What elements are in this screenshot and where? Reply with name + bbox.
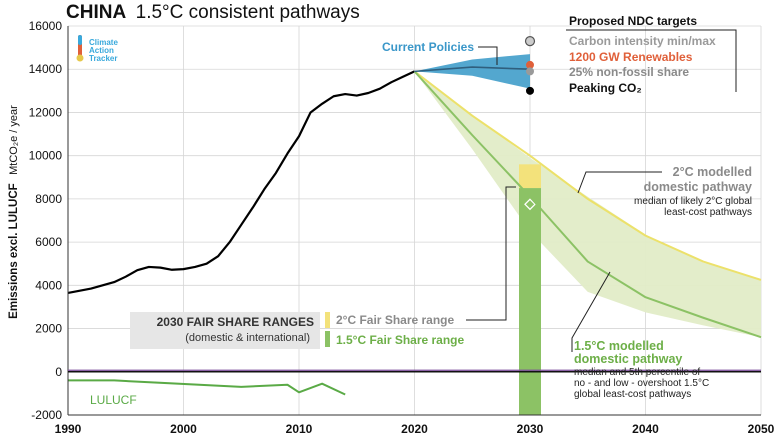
- fair-share-legend-box: [130, 312, 320, 349]
- ndc-renewables-label: 1200 GW Renewables: [569, 50, 693, 64]
- y-tick-label: 10000: [29, 149, 63, 163]
- current-policies-median-line: [414, 66, 531, 73]
- fair-share-diamond-marker: [524, 198, 536, 211]
- two-deg-title-2: domestic pathway: [644, 180, 752, 194]
- ndc-heading: Proposed NDC targets: [569, 14, 697, 28]
- title-rest: 1.5°C consistent pathways: [136, 2, 360, 23]
- one-five-title-2: domestic pathway: [574, 352, 682, 366]
- ndc-carbon-intensity-label: Carbon intensity min/max: [569, 34, 716, 48]
- two-fs-swatch: [325, 312, 330, 328]
- ndc-markers: [524, 36, 536, 95]
- ndc-peaking-label: Peaking CO₂: [569, 81, 642, 95]
- y-tick-label: 14000: [29, 62, 63, 76]
- one-five-title-1: 1.5°C modelled: [574, 339, 664, 353]
- y-tick-label: 4000: [35, 278, 62, 292]
- series-line-2-c-modelled-domestic-pathway: [413, 70, 762, 281]
- fair-share-leader: [466, 186, 516, 321]
- x-tick-label: 1990: [55, 422, 82, 436]
- one-five-fair-share-bar: [519, 188, 541, 415]
- title-bold: CHINA: [66, 2, 126, 23]
- series-lines: [67, 66, 762, 396]
- one-five-desc-3: global least-cost pathways: [574, 389, 691, 400]
- fair-share-legend: 2030 FAIR SHARE RANGES (domestic & inter…: [130, 186, 516, 349]
- y-tick-label: 2000: [35, 322, 62, 336]
- y-axis-label-bold: Emissions excl. LULUCF: [8, 183, 20, 318]
- lulucf-label: LULUCF: [90, 393, 137, 407]
- one-five-desc-2: no - and low - overshoot 1.5°C: [574, 378, 709, 389]
- series-line-lulucf: [68, 379, 346, 396]
- x-tick-label: 2020: [401, 422, 428, 436]
- x-tick-label: 2050: [748, 422, 775, 436]
- current-policies-label: Current Policies: [382, 40, 474, 54]
- y-tick-label: -2000: [31, 408, 62, 422]
- fair-share-sub: (domestic & international): [185, 332, 310, 344]
- one-five-fs-swatch: [325, 331, 330, 347]
- bands: [414, 54, 761, 338]
- y-tick-label: 0: [55, 365, 62, 379]
- y-axis-label: Emissions excl. LULUCF MtCO₂e / year: [4, 105, 21, 319]
- two-deg-title-1: 2°C modelled: [673, 165, 752, 179]
- current-policies-leader: [478, 46, 498, 65]
- ndc-nonfossil-label: 25% non-fossil share: [569, 65, 689, 79]
- chart-title: CHINA 1.5°C consistent pathways: [66, 2, 360, 23]
- two-deg-fair-share-bar: [519, 164, 541, 189]
- ndc-marker-1200-gw-renewables: [526, 60, 534, 69]
- logo-line-1: Climate: [89, 38, 118, 47]
- one-five-desc-1: median and 5th percentile of: [574, 367, 700, 378]
- y-tick-label: 8000: [35, 192, 62, 206]
- two-deg-leader: [577, 171, 662, 194]
- two-deg-desc-2: least-cost pathways: [664, 207, 752, 218]
- ndc-marker-peaking-co-: [526, 86, 534, 95]
- logo-thermometer-top: [78, 35, 82, 45]
- band-current-policies: [414, 54, 530, 89]
- y-axis-label-unit: MtCO₂e / year: [8, 105, 20, 175]
- current-policies-annotation: Current Policies: [382, 40, 498, 65]
- x-tick-label: 2040: [632, 422, 659, 436]
- series-line-historical: [67, 70, 415, 294]
- two-deg-desc-1: median of likely 2°C global: [634, 196, 752, 207]
- two-deg-annotation: 2°C modelled domestic pathway median of …: [577, 165, 752, 218]
- y-tick-label: 6000: [35, 235, 62, 249]
- logo-line-2: Action: [89, 46, 114, 55]
- y-tick-label: 12000: [29, 105, 63, 119]
- y-tick-label: 16000: [29, 19, 63, 33]
- one-five-fs-label: 1.5°C Fair Share range: [336, 333, 465, 347]
- x-tick-label: 2030: [517, 422, 544, 436]
- two-fs-label: 2°C Fair Share range: [336, 313, 455, 327]
- one-five-leader: [571, 271, 611, 352]
- x-tick-label: 2000: [170, 422, 197, 436]
- fair-share-title: 2030 FAIR SHARE RANGES: [157, 315, 314, 329]
- climate-action-tracker-logo: Climate Action Tracker: [76, 35, 118, 63]
- logo-line-3: Tracker: [89, 54, 117, 63]
- one-five-annotation: 1.5°C modelled domestic pathway median a…: [571, 271, 709, 400]
- logo-thermometer-bulb: [76, 54, 84, 62]
- band-1-5-c-pathway-range: [414, 71, 761, 338]
- ndc-targets-legend: Proposed NDC targets Carbon intensity mi…: [566, 14, 737, 95]
- series-line-1-5-c-modelled-domestic-pathway: [413, 70, 762, 339]
- ndc-bracket: [566, 29, 737, 92]
- ndc-marker-carbon-intensity-min-max: [524, 36, 536, 47]
- ndc-marker-25-non-fossil-share: [526, 67, 534, 76]
- axes: -2000 0 2000 4000 6000 8000 10000 12000 14000 160…: [29, 19, 775, 436]
- fair-share-bar: [519, 164, 541, 415]
- x-tick-label: 2010: [286, 422, 313, 436]
